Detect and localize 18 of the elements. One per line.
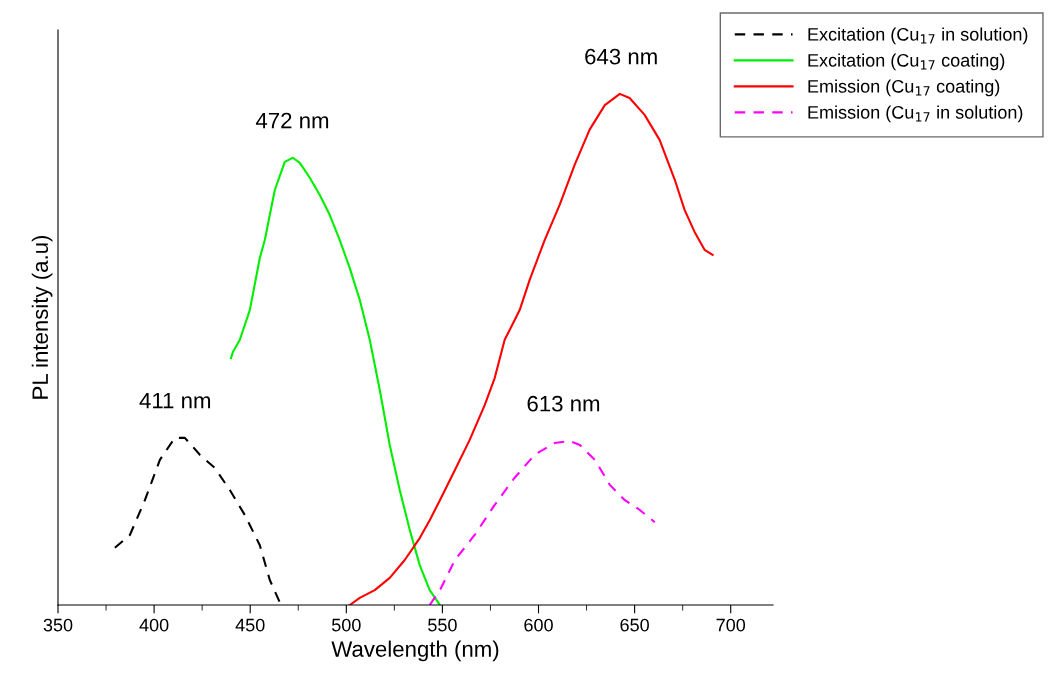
annotation: 411 nm	[139, 392, 211, 409]
x-tick-label: 400	[139, 618, 169, 632]
legend-label: Emission (Cu$_{17}$ in solution)	[808, 105, 1023, 123]
legend-label: Excitation (Cu$_{17}$ in solution)	[808, 27, 1028, 45]
x-tick-label: 500	[331, 618, 361, 632]
legend-label: Excitation (Cu$_{17}$ coating)	[808, 53, 1005, 71]
annotation: 472 nm	[255, 112, 329, 129]
x-tick-label: 700	[716, 618, 746, 632]
x-tick-label: 650	[620, 618, 649, 632]
x-tick-label: 600	[524, 618, 553, 632]
x-axis-title: Wavelength (nm)	[331, 640, 499, 662]
x-tick-label: 350	[43, 618, 73, 632]
y-axis-title: PL intensity (a.u)	[31, 235, 53, 399]
x-tick-label: 450	[235, 618, 265, 632]
annotation: 613 nm	[527, 395, 600, 412]
legend-label: Emission (Cu$_{17}$ coating)	[808, 79, 1000, 97]
annotation: 643 nm	[585, 48, 657, 65]
x-tick-label: 550	[428, 618, 457, 632]
